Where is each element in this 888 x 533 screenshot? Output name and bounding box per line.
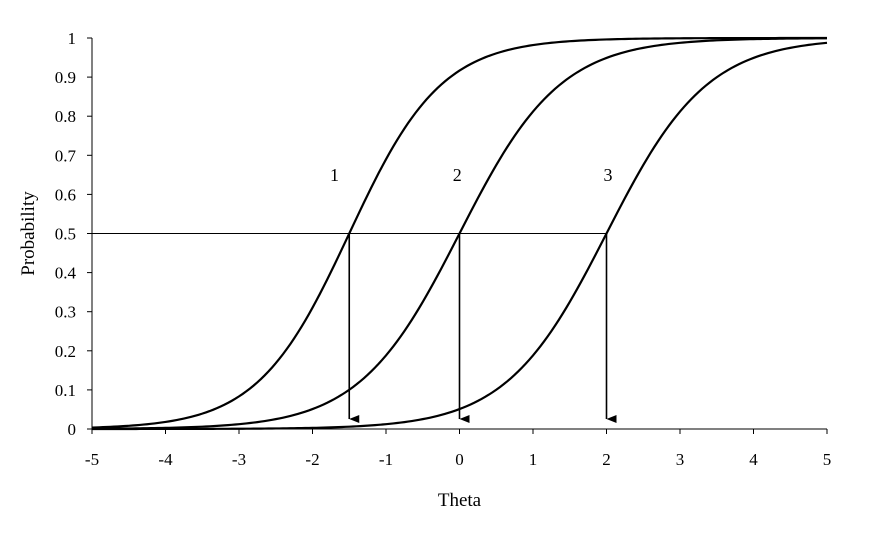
curve-label: 1 [330, 165, 339, 185]
series-line [91, 36, 827, 429]
x-tick-label: 1 [529, 450, 538, 469]
x-tick-label: -3 [232, 450, 246, 469]
series-line [91, 37, 828, 430]
labels: Theta Probability 1 2 3 [18, 165, 612, 511]
y-tick-label: 0.9 [55, 68, 76, 87]
x-tick-label: 4 [749, 450, 758, 469]
y-tick-label: 1 [68, 29, 77, 48]
axes: 0 0.1 0.2 0.3 0.4 0.5 0.6 0.7 0.8 0.9 1 -5 -4 -3 -2 -1 0… [55, 29, 832, 469]
curve-label: 2 [453, 165, 462, 185]
y-tick-label: 0.4 [55, 264, 77, 283]
y-tick-label: 0 [68, 420, 77, 439]
y-tick-label: 0.3 [55, 303, 76, 322]
x-axis-title: Theta [438, 490, 482, 511]
x-tick-label: -4 [158, 450, 173, 469]
x-tick-label: -5 [85, 450, 99, 469]
curves [91, 36, 828, 431]
reference-lines [92, 233, 617, 423]
y-tick-label: 0.6 [55, 185, 76, 204]
y-tick-label: 0.2 [55, 342, 76, 361]
x-tick-label: -1 [379, 450, 393, 469]
x-tick-label: 5 [823, 450, 832, 469]
x-tick-label: -2 [305, 450, 319, 469]
y-tick-label: 0.1 [55, 381, 76, 400]
y-tick-label: 0.8 [55, 107, 76, 126]
x-tick-label: 3 [676, 450, 685, 469]
x-tick-label: 2 [602, 450, 611, 469]
curve-label: 3 [603, 165, 612, 185]
y-tick-label: 0.5 [55, 225, 76, 244]
x-tick-label: 0 [455, 450, 464, 469]
series-line [91, 41, 828, 431]
y-tick-label: 0.7 [55, 146, 77, 165]
y-axis-title: Probability [18, 191, 39, 276]
